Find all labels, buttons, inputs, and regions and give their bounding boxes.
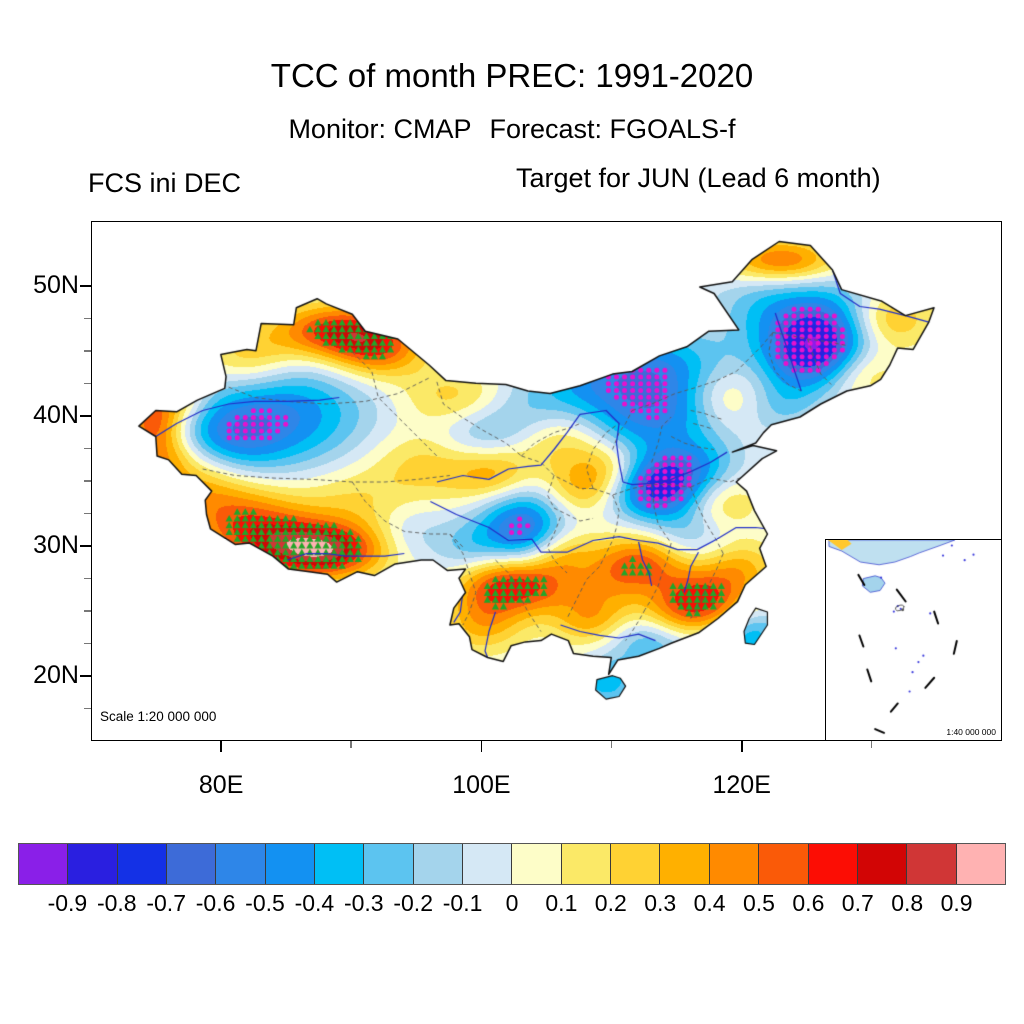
map-axes: 50N 40N 30N 20N 80E 100E 120E xyxy=(33,221,1002,799)
colorbar-swatch xyxy=(759,844,809,884)
map-plot-area: Scale 1:20 000 000 1:40 000 000 xyxy=(91,221,1002,741)
colorbar-tick-label: 0.6 xyxy=(792,890,825,916)
y-axis-tick xyxy=(84,382,91,385)
map-scale-label: Scale 1:20 000 000 xyxy=(100,709,217,724)
colorbar-tick-label: -0.8 xyxy=(96,890,137,916)
colorbar-tick-label: 0.4 xyxy=(693,890,726,916)
colorbar-swatch xyxy=(561,844,612,884)
colorbar-swatch xyxy=(660,844,710,884)
inset-scale-label: 1:40 000 000 xyxy=(946,727,996,737)
y-axis-label: 50N xyxy=(33,271,79,299)
x-axis-tick xyxy=(480,741,483,752)
colorbar-swatch xyxy=(167,844,217,884)
colorbar-tick-label: 0.9 xyxy=(940,890,973,916)
colorbar-swatch xyxy=(19,844,69,884)
colorbar-tick-label: 0.3 xyxy=(644,890,677,916)
x-axis-tick xyxy=(871,741,873,748)
x-axis-tick xyxy=(610,741,613,748)
colorbar-swatch xyxy=(857,844,908,884)
y-axis-tick xyxy=(80,285,91,287)
colorbar-swatch xyxy=(117,844,168,884)
colorbar-tick-label: 0.8 xyxy=(891,890,924,916)
south-china-sea-inset: 1:40 000 000 xyxy=(825,539,1001,740)
y-axis-tick xyxy=(84,447,91,450)
y-axis-tick xyxy=(84,512,91,515)
colorbar-swatch xyxy=(709,844,760,884)
y-axis-label: 20N xyxy=(33,661,79,689)
colorbar-swatch xyxy=(413,844,464,884)
colorbar-swatch xyxy=(907,844,957,884)
forecast-target-label: Target for JUN (Lead 6 month) xyxy=(516,163,881,193)
y-axis-label: 40N xyxy=(33,401,79,429)
monitor-label: Monitor: CMAP xyxy=(288,114,472,144)
colorbar-tick-label: -0.5 xyxy=(245,890,285,916)
colorbar-swatch xyxy=(956,844,1005,884)
colorbar-tick-label: 0.7 xyxy=(841,890,874,916)
x-axis-tick xyxy=(740,741,743,752)
y-axis-tick xyxy=(84,577,91,580)
x-axis-tick xyxy=(220,741,222,752)
x-axis-label: 100E xyxy=(452,771,511,799)
y-axis-tick xyxy=(84,350,91,352)
y-axis-tick xyxy=(80,545,91,547)
subtitle-row: Monitor: CMAP Forecast: FGOALS-f xyxy=(0,114,1024,145)
y-axis-tick xyxy=(80,415,91,417)
page-title: TCC of month PREC: 1991-2020 xyxy=(270,57,754,94)
colorbar-swatch xyxy=(265,844,316,884)
colorbar xyxy=(18,843,1006,885)
colorbar-tick-label: -0.2 xyxy=(393,890,433,916)
y-axis-tick xyxy=(84,610,91,612)
y-axis-tick xyxy=(84,642,91,645)
colorbar-swatch xyxy=(808,844,858,884)
colorbar-tick-label: -0.7 xyxy=(146,890,186,916)
colorbar-swatch xyxy=(463,844,513,884)
colorbar-tick-label: -0.4 xyxy=(294,890,335,916)
y-axis-tick xyxy=(84,707,91,710)
colorbar-swatches xyxy=(18,843,1006,885)
x-axis-tick xyxy=(350,741,352,748)
y-axis-label: 30N xyxy=(33,531,79,559)
colorbar-swatch xyxy=(68,844,118,884)
colorbar-swatch xyxy=(512,844,562,884)
colorbar-swatch xyxy=(611,844,661,884)
colorbar-tick-label: 0 xyxy=(505,890,519,916)
x-axis-label: 120E xyxy=(712,771,771,799)
colorbar-tick-label: -0.1 xyxy=(442,890,483,916)
colorbar-swatch xyxy=(315,844,365,884)
colorbar-tick-label: 0.2 xyxy=(594,890,627,916)
y-axis-tick xyxy=(80,675,91,677)
forecast-init-label: FCS ini DEC xyxy=(88,168,242,198)
colorbar-swatch xyxy=(364,844,414,884)
inset-map-canvas xyxy=(826,540,1001,740)
y-axis-tick xyxy=(84,317,91,320)
colorbar-swatch xyxy=(216,844,266,884)
colorbar-tick-labels: -0.9 -0.8 -0.7 -0.6 -0.5 -0.4 -0.3 -0.2 -0.1 0 0.1… xyxy=(18,890,1006,924)
colorbar-tick-label: -0.9 xyxy=(47,890,88,916)
x-axis-label: 80E xyxy=(198,771,244,799)
forecast-label: Forecast: FGOALS-f xyxy=(489,114,736,144)
colorbar-tick-label: 0.1 xyxy=(545,890,578,916)
colorbar-tick-label: 0.5 xyxy=(743,890,775,916)
y-axis-tick xyxy=(84,480,91,482)
colorbar-tick-label: -0.3 xyxy=(343,890,384,916)
colorbar-tick-label: -0.6 xyxy=(195,890,236,916)
